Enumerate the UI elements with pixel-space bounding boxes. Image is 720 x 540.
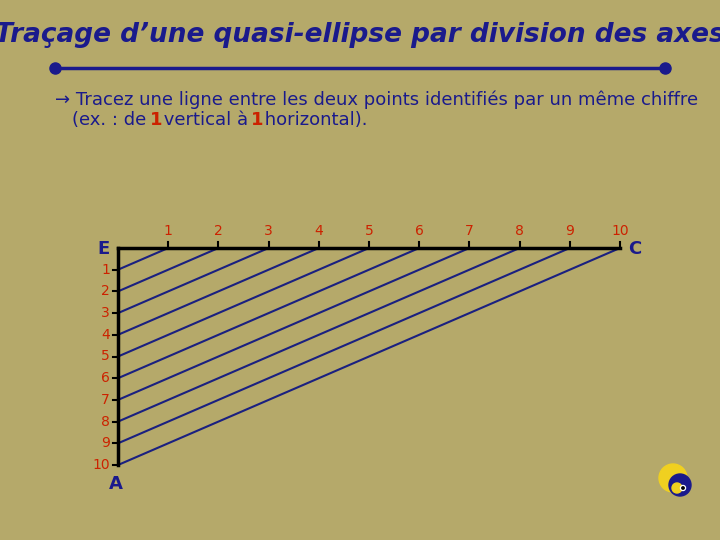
Text: horizontal).: horizontal). bbox=[259, 111, 368, 129]
Text: 10: 10 bbox=[611, 224, 629, 238]
Text: (ex. : de: (ex. : de bbox=[72, 111, 152, 129]
Text: 9: 9 bbox=[101, 436, 110, 450]
Circle shape bbox=[672, 483, 682, 493]
Text: 1: 1 bbox=[150, 111, 163, 129]
Text: 3: 3 bbox=[102, 306, 110, 320]
Circle shape bbox=[659, 464, 687, 492]
Text: 10: 10 bbox=[92, 458, 110, 472]
Text: 9: 9 bbox=[565, 224, 575, 238]
Text: 6: 6 bbox=[415, 224, 423, 238]
Circle shape bbox=[669, 474, 691, 496]
Text: 8: 8 bbox=[516, 224, 524, 238]
Text: vertical à: vertical à bbox=[158, 111, 253, 129]
Text: 7: 7 bbox=[102, 393, 110, 407]
Text: 8: 8 bbox=[101, 415, 110, 429]
Text: 2: 2 bbox=[102, 285, 110, 299]
Text: 7: 7 bbox=[465, 224, 474, 238]
Text: 1: 1 bbox=[251, 111, 264, 129]
Text: 4: 4 bbox=[102, 328, 110, 342]
Text: → Tracez une ligne entre les deux points identifiés par un même chiffre: → Tracez une ligne entre les deux points… bbox=[55, 91, 698, 109]
Text: C: C bbox=[628, 240, 642, 258]
Text: 6: 6 bbox=[101, 371, 110, 385]
Text: E: E bbox=[98, 240, 110, 258]
Text: Traçage d’une quasi-ellipse par division des axes: Traçage d’une quasi-ellipse par division… bbox=[0, 22, 720, 48]
Text: 1: 1 bbox=[163, 224, 173, 238]
Text: 2: 2 bbox=[214, 224, 222, 238]
Circle shape bbox=[682, 487, 684, 489]
Text: A: A bbox=[109, 475, 123, 493]
Text: 5: 5 bbox=[102, 349, 110, 363]
Text: 1: 1 bbox=[101, 262, 110, 276]
Text: 4: 4 bbox=[315, 224, 323, 238]
Circle shape bbox=[680, 485, 685, 490]
Text: 5: 5 bbox=[364, 224, 374, 238]
Text: 3: 3 bbox=[264, 224, 273, 238]
